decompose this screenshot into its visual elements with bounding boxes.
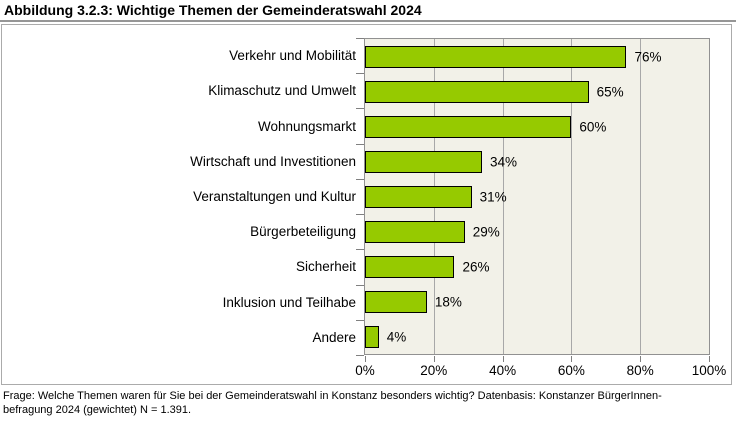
x-tick-label: 0%	[355, 363, 375, 378]
y-tick	[356, 355, 364, 356]
bar	[365, 185, 472, 208]
x-tick	[365, 356, 366, 362]
x-tick	[640, 356, 642, 362]
y-tick	[356, 38, 364, 39]
category-label: Andere	[312, 329, 356, 345]
category-axis-labels: Verkehr und Mobilität Klimaschutz und Umw…	[0, 38, 356, 355]
bars-layer: 76% 65% 60% 34% 31% 29% 26% 18% 4%	[365, 39, 709, 354]
bar	[365, 220, 465, 243]
category-label: Wirtschaft und Investitionen	[190, 153, 356, 169]
y-axis-ticks	[356, 38, 364, 356]
title-separator	[0, 20, 736, 22]
bar-row: 31%	[365, 179, 709, 214]
bar	[365, 150, 482, 173]
x-tick-label: 60%	[557, 363, 585, 378]
footnote: Frage: Welche Themen waren für Sie bei d…	[3, 389, 733, 417]
category-label: Inklusion und Teilhabe	[222, 294, 356, 310]
bar-value-label: 76%	[634, 49, 662, 64]
y-tick	[356, 143, 364, 145]
bar-row: 34%	[365, 144, 709, 179]
figure-title: Abbildung 3.2.3: Wichtige Themen der Gem…	[4, 2, 422, 18]
gridline	[571, 39, 573, 354]
bar-value-label: 18%	[434, 294, 462, 309]
bar-row: 29%	[365, 214, 709, 249]
x-tick-label: 20%	[420, 363, 448, 378]
y-tick	[356, 214, 364, 216]
bar-value-label: 34%	[489, 154, 517, 169]
gridline	[502, 39, 504, 354]
bar-value-label: 65%	[596, 84, 624, 99]
x-tick-label: 40%	[489, 363, 517, 378]
bar-value-label: 4%	[386, 329, 407, 344]
bar	[365, 290, 427, 313]
y-tick	[356, 108, 364, 110]
category-label: Bürgerbeteiligung	[250, 224, 356, 240]
x-tick	[571, 356, 573, 362]
x-tick	[709, 356, 710, 362]
bar-row: 65%	[365, 74, 709, 109]
x-tick	[502, 356, 504, 362]
bar-value-label: 29%	[472, 224, 500, 239]
bar-value-label: 60%	[579, 119, 607, 134]
bar-row: 18%	[365, 284, 709, 319]
gridline	[640, 39, 642, 354]
bar	[365, 80, 589, 103]
y-tick	[356, 249, 364, 251]
category-label: Veranstaltungen und Kultur	[193, 188, 356, 204]
footnote-line1: Frage: Welche Themen waren für Sie bei d…	[3, 390, 662, 402]
category-label: Verkehr und Mobilität	[229, 48, 356, 64]
bar-value-label: 26%	[462, 259, 490, 274]
bar	[365, 45, 627, 68]
y-tick	[356, 284, 364, 286]
bar-row: 60%	[365, 109, 709, 144]
bar-row: 4%	[365, 319, 709, 354]
y-tick	[356, 178, 364, 180]
plot-area: 76% 65% 60% 34% 31% 29% 26% 18% 4%	[364, 38, 710, 355]
x-tick-label: 80%	[626, 363, 654, 378]
y-tick	[356, 73, 364, 75]
bar	[365, 115, 572, 138]
category-label: Klimaschutz und Umwelt	[208, 83, 356, 99]
footnote-line2: befragung 2024 (gewichtet) N = 1.391.	[3, 404, 192, 416]
bar	[365, 325, 379, 348]
bar-row: 26%	[365, 249, 709, 284]
bar-value-label: 31%	[479, 189, 507, 204]
category-label: Sicherheit	[295, 259, 356, 275]
x-tick	[433, 356, 435, 362]
category-label: Wohnungsmarkt	[257, 118, 356, 134]
y-tick	[356, 319, 364, 321]
x-axis: 0% 20% 40% 60% 80% 100%	[355, 356, 726, 382]
bar-row: 76%	[365, 39, 709, 74]
bar	[365, 255, 455, 278]
x-tick-label: 100%	[691, 363, 727, 378]
